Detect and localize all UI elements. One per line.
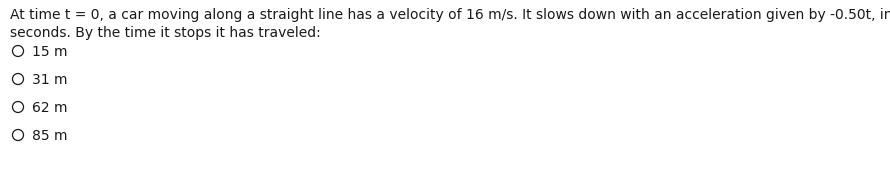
Text: 31 m: 31 m — [32, 73, 68, 87]
Text: 15 m: 15 m — [32, 45, 68, 59]
Text: 62 m: 62 m — [32, 101, 68, 115]
Text: At time t = 0, a car moving along a straight line has a velocity of 16 m/s. It s: At time t = 0, a car moving along a stra… — [10, 8, 890, 22]
Text: 85 m: 85 m — [32, 129, 68, 143]
Text: seconds. By the time it stops it has traveled:: seconds. By the time it stops it has tra… — [10, 26, 320, 40]
